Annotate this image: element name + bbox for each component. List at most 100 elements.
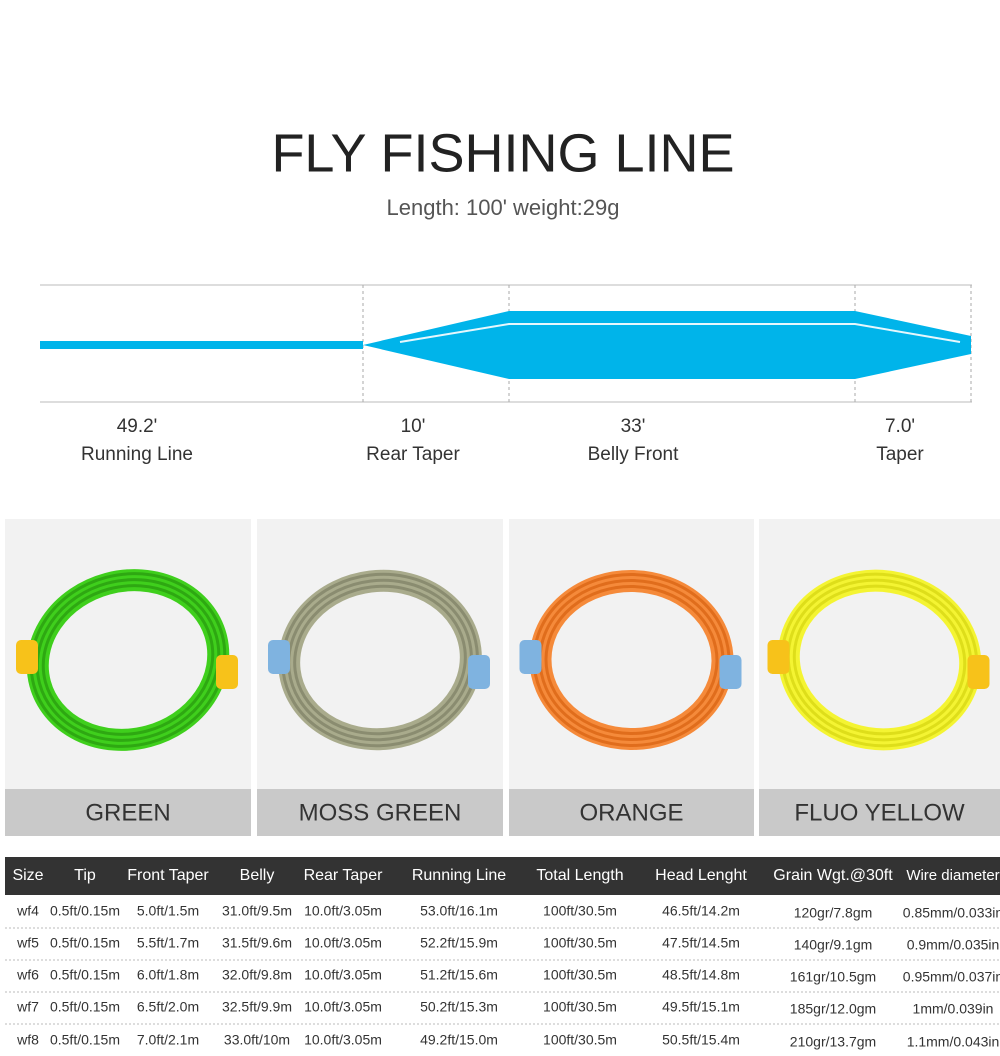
line-coil bbox=[293, 584, 467, 736]
table-cell: 140gr/9.1gm bbox=[794, 937, 873, 953]
column-header: Size bbox=[12, 867, 43, 884]
table-cell: 10.0ft/3.05m bbox=[304, 1032, 382, 1048]
label-band bbox=[257, 789, 503, 836]
table-cell: 51.2ft/15.6m bbox=[420, 967, 498, 983]
rear-taper bbox=[363, 311, 509, 379]
line-coil bbox=[32, 575, 224, 745]
line-coil bbox=[290, 581, 470, 739]
color-name: GREEN bbox=[85, 799, 170, 826]
line-coil bbox=[287, 578, 473, 742]
coil-tie bbox=[719, 655, 742, 689]
table-cell: 33.0ft/10m bbox=[224, 1032, 290, 1048]
subtitle: Length: 100' weight:29g bbox=[387, 195, 620, 220]
segment-name: Running Line bbox=[81, 444, 193, 465]
highlight bbox=[399, 323, 961, 343]
table-cell: 1mm/0.039in bbox=[913, 1001, 994, 1017]
column-header: Head Lenght bbox=[655, 867, 747, 884]
table-cell: 49.2ft/15.0m bbox=[420, 1032, 498, 1048]
segment-length: 49.2' bbox=[117, 416, 158, 437]
color-name: ORANGE bbox=[579, 799, 683, 826]
table-cell: 161gr/10.5gm bbox=[790, 969, 876, 985]
table-cell: wf5 bbox=[16, 935, 39, 951]
table-cell: 31.5ft/9.6m bbox=[222, 935, 292, 951]
column-header: Front Taper bbox=[127, 867, 209, 884]
table-cell: 0.9mm/0.035in bbox=[907, 937, 1000, 953]
table-header-band bbox=[5, 857, 1000, 895]
table-cell: 120gr/7.8gm bbox=[794, 905, 873, 921]
table-cell: 1.1mm/0.043in bbox=[907, 1034, 1000, 1050]
table-cell: 10.0ft/3.05m bbox=[304, 903, 382, 919]
line-coil bbox=[795, 587, 964, 733]
table-cell: 32.0ft/9.8m bbox=[222, 967, 292, 983]
line-coil bbox=[41, 584, 215, 736]
segment-length: 10' bbox=[401, 416, 426, 437]
table-cell: 32.5ft/9.9m bbox=[222, 999, 292, 1015]
column-header: Belly bbox=[240, 867, 275, 884]
table-cell: 6.5ft/2.0m bbox=[137, 999, 199, 1015]
line-coil bbox=[26, 569, 230, 751]
segment-length: 7.0' bbox=[885, 416, 915, 437]
table-cell: 49.5ft/15.1m bbox=[662, 999, 740, 1015]
column-header: Wire diameter bbox=[906, 867, 999, 884]
table-cell: 7.0ft/2.1m bbox=[137, 1032, 199, 1048]
line-coil bbox=[35, 578, 221, 742]
table-cell: 0.5ft/0.15m bbox=[50, 999, 120, 1015]
coil-tie bbox=[767, 640, 790, 674]
table-cell: wf7 bbox=[16, 999, 39, 1015]
line-coil bbox=[541, 581, 722, 739]
line-coil bbox=[44, 587, 212, 733]
line-coil bbox=[296, 587, 464, 733]
column-header: Total Length bbox=[536, 867, 623, 884]
column-header: Tip bbox=[74, 867, 96, 884]
line-diagram bbox=[40, 284, 972, 403]
coil-tie bbox=[268, 640, 290, 674]
table-cell: 53.0ft/16.1m bbox=[420, 903, 498, 919]
line-coil bbox=[789, 581, 970, 739]
table-cell: 0.85mm/0.033in bbox=[903, 905, 1000, 921]
column-header: Grain Wgt.@30ft bbox=[773, 867, 893, 884]
title: FLY FISHING LINE bbox=[271, 123, 734, 183]
color-name: FLUO YELLOW bbox=[794, 799, 965, 826]
coil-tie bbox=[519, 640, 542, 674]
segment-name: Belly Front bbox=[588, 444, 680, 465]
table-cell: 47.5ft/14.5m bbox=[662, 935, 740, 951]
table-cell: 100ft/30.5m bbox=[543, 999, 617, 1015]
table-cell: 0.5ft/0.15m bbox=[50, 935, 120, 951]
belly bbox=[509, 311, 855, 379]
table-cell: 50.5ft/15.4m bbox=[662, 1032, 740, 1048]
table-cell: 210gr/13.7gm bbox=[790, 1034, 876, 1050]
label-band bbox=[5, 789, 251, 836]
table-cell: 10.0ft/3.05m bbox=[304, 999, 382, 1015]
table-cell: 100ft/30.5m bbox=[543, 935, 617, 951]
label-band bbox=[509, 789, 754, 836]
line-coil bbox=[547, 587, 716, 733]
line-coil bbox=[29, 572, 227, 748]
coil-tie bbox=[216, 655, 238, 689]
table-cell: wf6 bbox=[16, 967, 39, 983]
front-taper bbox=[855, 311, 971, 379]
table-cell: 100ft/30.5m bbox=[543, 967, 617, 983]
coil-tie bbox=[16, 640, 38, 674]
running-line bbox=[40, 341, 363, 349]
table-cell: 0.5ft/0.15m bbox=[50, 903, 120, 919]
column-header: Running Line bbox=[412, 867, 506, 884]
table-cell: 0.5ft/0.15m bbox=[50, 967, 120, 983]
table-cell: 31.0ft/9.5m bbox=[222, 903, 292, 919]
column-header: Rear Taper bbox=[304, 867, 384, 884]
table-cell: 0.5ft/0.15m bbox=[50, 1032, 120, 1048]
table-cell: 0.95mm/0.037in bbox=[903, 969, 1000, 985]
table-cell: 5.5ft/1.7m bbox=[137, 935, 199, 951]
table-cell: 46.5ft/14.2m bbox=[662, 903, 740, 919]
table-cell: 5.0ft/1.5m bbox=[137, 903, 199, 919]
label-band bbox=[759, 789, 1000, 836]
table-cell: 48.5ft/14.8m bbox=[662, 967, 740, 983]
table-cell: 10.0ft/3.05m bbox=[304, 935, 382, 951]
segment-length: 33' bbox=[621, 416, 646, 437]
segment-name: Rear Taper bbox=[366, 444, 460, 465]
color-name: MOSS GREEN bbox=[299, 799, 462, 826]
segment-name: Taper bbox=[876, 444, 924, 465]
coil-tie bbox=[468, 655, 490, 689]
table-cell: 10.0ft/3.05m bbox=[304, 967, 382, 983]
